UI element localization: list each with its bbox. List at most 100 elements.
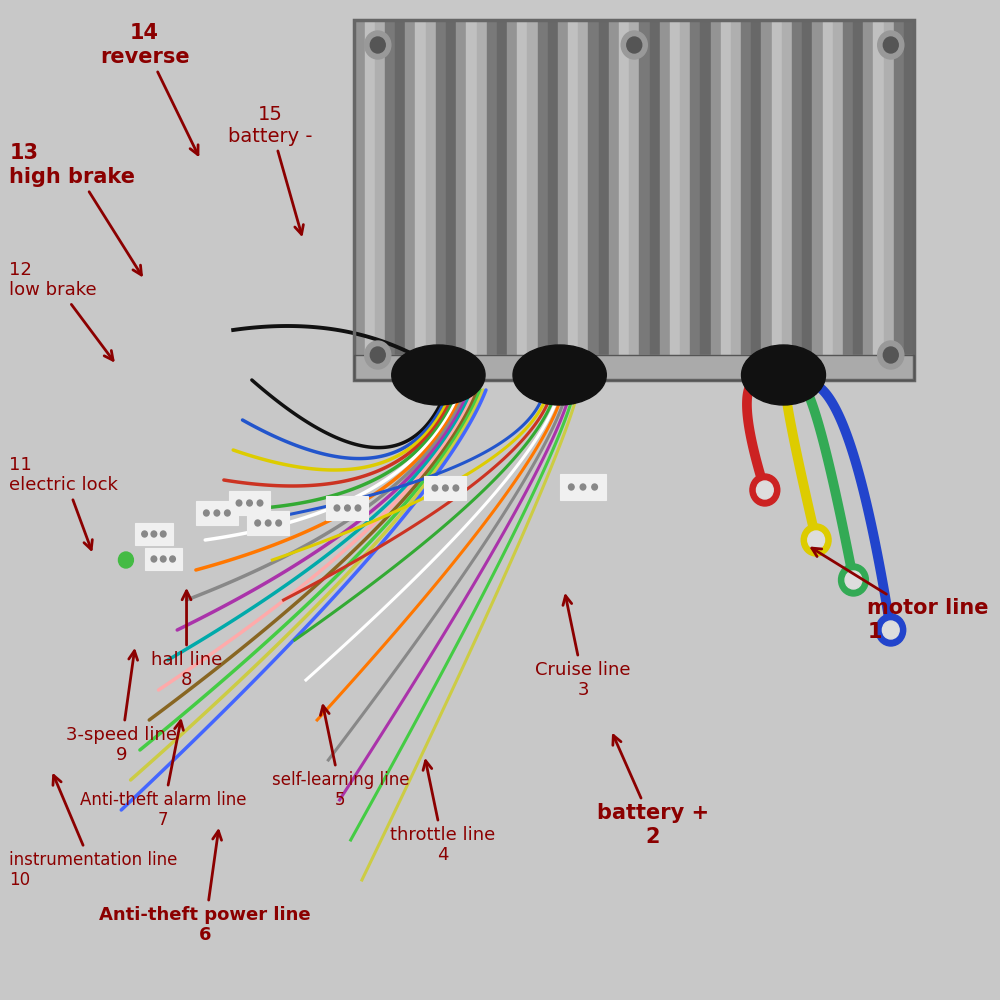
Bar bbox=[700, 20, 711, 380]
Circle shape bbox=[443, 485, 448, 491]
Bar bbox=[415, 20, 426, 380]
Bar bbox=[884, 20, 894, 380]
Circle shape bbox=[370, 37, 385, 53]
Bar bbox=[660, 20, 670, 380]
Circle shape bbox=[170, 556, 175, 562]
Text: 3-speed line
9: 3-speed line 9 bbox=[66, 651, 177, 764]
Bar bbox=[497, 20, 507, 380]
Bar bbox=[424, 476, 466, 500]
Bar bbox=[326, 496, 368, 520]
Bar bbox=[772, 20, 782, 380]
Bar bbox=[354, 355, 914, 380]
Circle shape bbox=[142, 531, 147, 537]
Circle shape bbox=[592, 484, 597, 490]
Circle shape bbox=[580, 484, 586, 490]
Circle shape bbox=[151, 531, 157, 537]
Circle shape bbox=[355, 505, 361, 511]
Bar bbox=[588, 20, 599, 380]
Bar bbox=[247, 511, 289, 535]
Bar bbox=[761, 20, 772, 380]
Circle shape bbox=[118, 552, 133, 568]
Text: instrumentation line
10: instrumentation line 10 bbox=[9, 775, 178, 889]
Bar bbox=[680, 20, 690, 380]
Circle shape bbox=[255, 520, 260, 526]
Bar bbox=[395, 20, 405, 380]
Text: Cruise line
3: Cruise line 3 bbox=[535, 596, 631, 699]
Bar bbox=[599, 20, 609, 380]
Bar bbox=[354, 20, 365, 380]
Circle shape bbox=[345, 505, 350, 511]
Circle shape bbox=[247, 500, 252, 506]
Circle shape bbox=[160, 531, 166, 537]
Text: Anti-theft alarm line
7: Anti-theft alarm line 7 bbox=[80, 721, 246, 829]
Circle shape bbox=[225, 510, 230, 516]
Bar bbox=[558, 20, 568, 380]
Text: 11
electric lock: 11 electric lock bbox=[9, 456, 118, 549]
Bar bbox=[782, 20, 792, 380]
Bar bbox=[894, 20, 904, 380]
Circle shape bbox=[276, 520, 281, 526]
Bar bbox=[560, 474, 606, 500]
Circle shape bbox=[334, 505, 340, 511]
Text: 12
low brake: 12 low brake bbox=[9, 261, 113, 360]
Bar bbox=[145, 548, 182, 570]
Circle shape bbox=[432, 485, 438, 491]
Bar bbox=[619, 20, 629, 380]
Bar bbox=[436, 20, 446, 380]
Bar bbox=[527, 20, 538, 380]
Circle shape bbox=[370, 347, 385, 363]
Circle shape bbox=[882, 621, 899, 639]
Bar bbox=[365, 20, 375, 380]
Ellipse shape bbox=[742, 345, 825, 405]
Bar bbox=[196, 501, 238, 525]
Bar bbox=[405, 20, 415, 380]
Bar bbox=[609, 20, 619, 380]
Circle shape bbox=[627, 37, 642, 53]
Bar bbox=[802, 20, 812, 380]
Bar bbox=[853, 20, 863, 380]
Circle shape bbox=[876, 614, 906, 646]
Bar bbox=[354, 355, 914, 380]
Circle shape bbox=[236, 500, 242, 506]
Bar bbox=[741, 20, 751, 380]
Bar bbox=[487, 20, 497, 380]
Bar bbox=[375, 20, 385, 380]
Text: 14
reverse: 14 reverse bbox=[100, 23, 198, 155]
Circle shape bbox=[214, 510, 220, 516]
Text: self-learning line
5: self-learning line 5 bbox=[272, 706, 409, 809]
Circle shape bbox=[845, 571, 862, 589]
Text: motor line
1: motor line 1 bbox=[812, 548, 989, 642]
Bar bbox=[863, 20, 873, 380]
Circle shape bbox=[878, 341, 904, 369]
Text: hall line
8: hall line 8 bbox=[151, 591, 222, 689]
Circle shape bbox=[453, 485, 459, 491]
Bar bbox=[833, 20, 843, 380]
Bar bbox=[721, 20, 731, 380]
Bar bbox=[568, 20, 578, 380]
Bar bbox=[873, 20, 884, 380]
Bar bbox=[578, 20, 588, 380]
Circle shape bbox=[204, 510, 209, 516]
Bar bbox=[507, 20, 517, 380]
Text: 15
battery -: 15 battery - bbox=[228, 104, 313, 234]
Ellipse shape bbox=[513, 345, 606, 405]
Bar bbox=[538, 20, 548, 380]
Bar bbox=[823, 20, 833, 380]
Bar bbox=[812, 20, 823, 380]
Circle shape bbox=[257, 500, 263, 506]
Circle shape bbox=[808, 531, 825, 549]
Ellipse shape bbox=[392, 345, 485, 405]
Circle shape bbox=[365, 341, 391, 369]
Bar bbox=[843, 20, 853, 380]
Bar bbox=[466, 20, 477, 380]
Bar bbox=[731, 20, 741, 380]
Circle shape bbox=[750, 474, 780, 506]
Circle shape bbox=[160, 556, 166, 562]
Bar bbox=[354, 20, 914, 380]
Circle shape bbox=[756, 481, 773, 499]
Circle shape bbox=[801, 524, 831, 556]
Bar bbox=[792, 20, 802, 380]
Circle shape bbox=[569, 484, 574, 490]
Circle shape bbox=[151, 556, 157, 562]
Bar bbox=[456, 20, 466, 380]
